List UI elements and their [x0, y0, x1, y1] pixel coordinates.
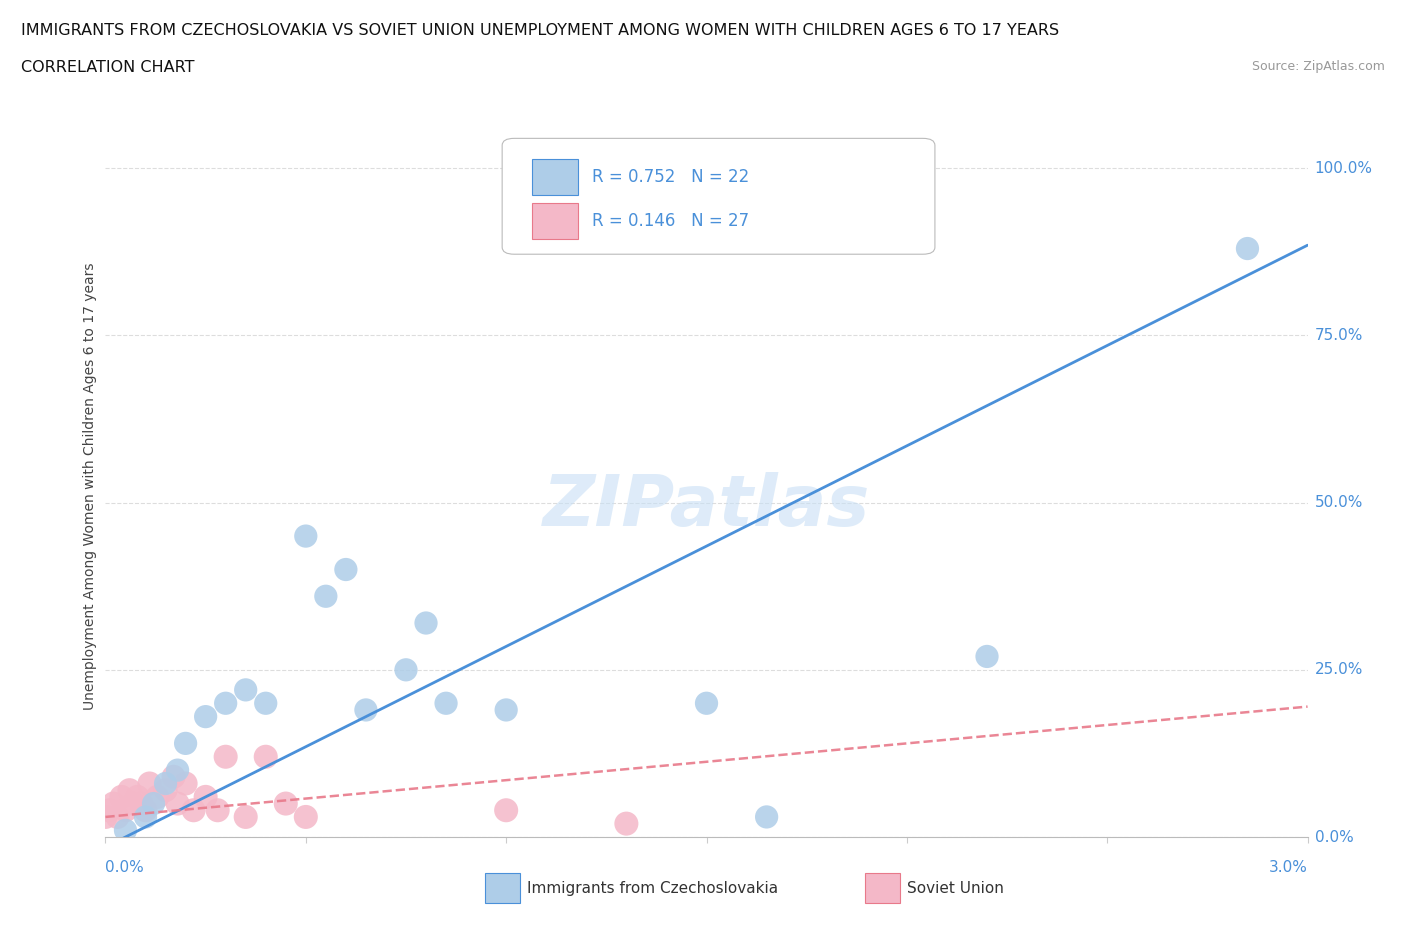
Point	[162, 769, 184, 784]
Point	[98, 803, 121, 817]
Y-axis label: Unemployment Among Women with Children Ages 6 to 17 years: Unemployment Among Women with Children A…	[83, 262, 97, 710]
Point	[1236, 241, 1258, 256]
Text: R = 0.752   N = 22: R = 0.752 N = 22	[592, 168, 749, 186]
Point	[207, 803, 229, 817]
Point	[614, 817, 637, 831]
Point	[142, 796, 165, 811]
Text: IMMIGRANTS FROM CZECHOSLOVAKIA VS SOVIET UNION UNEMPLOYMENT AMONG WOMEN WITH CHI: IMMIGRANTS FROM CZECHOSLOVAKIA VS SOVIET…	[21, 23, 1059, 38]
Point	[122, 796, 145, 811]
Point	[127, 790, 149, 804]
Point	[695, 696, 717, 711]
Text: 50.0%: 50.0%	[1315, 495, 1362, 511]
Text: 25.0%: 25.0%	[1315, 662, 1362, 677]
Text: ZIPatlas: ZIPatlas	[543, 472, 870, 541]
Point	[294, 809, 316, 824]
Point	[254, 696, 277, 711]
Point	[354, 702, 377, 717]
Text: Source: ZipAtlas.com: Source: ZipAtlas.com	[1251, 60, 1385, 73]
Point	[155, 776, 177, 790]
FancyBboxPatch shape	[533, 159, 578, 195]
Point	[155, 783, 177, 798]
Text: Soviet Union: Soviet Union	[907, 881, 1004, 896]
Point	[294, 528, 316, 543]
Point	[110, 790, 132, 804]
Text: 3.0%: 3.0%	[1268, 860, 1308, 875]
Point	[146, 790, 169, 804]
Point	[114, 823, 136, 838]
Point	[235, 809, 257, 824]
Point	[395, 662, 418, 677]
Text: 0.0%: 0.0%	[1315, 830, 1354, 844]
Point	[214, 750, 236, 764]
Point	[183, 803, 205, 817]
Point	[103, 796, 125, 811]
FancyBboxPatch shape	[533, 203, 578, 239]
Point	[274, 796, 297, 811]
Point	[755, 809, 778, 824]
Point	[166, 796, 188, 811]
Point	[114, 803, 136, 817]
Point	[174, 776, 197, 790]
Text: R = 0.146   N = 27: R = 0.146 N = 27	[592, 212, 749, 231]
Text: CORRELATION CHART: CORRELATION CHART	[21, 60, 194, 75]
Text: 75.0%: 75.0%	[1315, 328, 1362, 343]
Point	[335, 562, 357, 577]
FancyBboxPatch shape	[502, 139, 935, 254]
Point	[254, 750, 277, 764]
Text: 0.0%: 0.0%	[105, 860, 145, 875]
Point	[315, 589, 337, 604]
Text: 100.0%: 100.0%	[1315, 161, 1372, 176]
Point	[118, 783, 141, 798]
Point	[495, 702, 517, 717]
Point	[434, 696, 457, 711]
Point	[495, 803, 517, 817]
Point	[131, 796, 153, 811]
Point	[135, 809, 157, 824]
Point	[166, 763, 188, 777]
Point	[174, 736, 197, 751]
Point	[235, 683, 257, 698]
Point	[94, 809, 117, 824]
Point	[138, 776, 160, 790]
Point	[107, 809, 129, 824]
Point	[194, 710, 217, 724]
Point	[976, 649, 998, 664]
Point	[135, 803, 157, 817]
Point	[214, 696, 236, 711]
Point	[194, 790, 217, 804]
Point	[415, 616, 437, 631]
Text: Immigrants from Czechoslovakia: Immigrants from Czechoslovakia	[527, 881, 779, 896]
